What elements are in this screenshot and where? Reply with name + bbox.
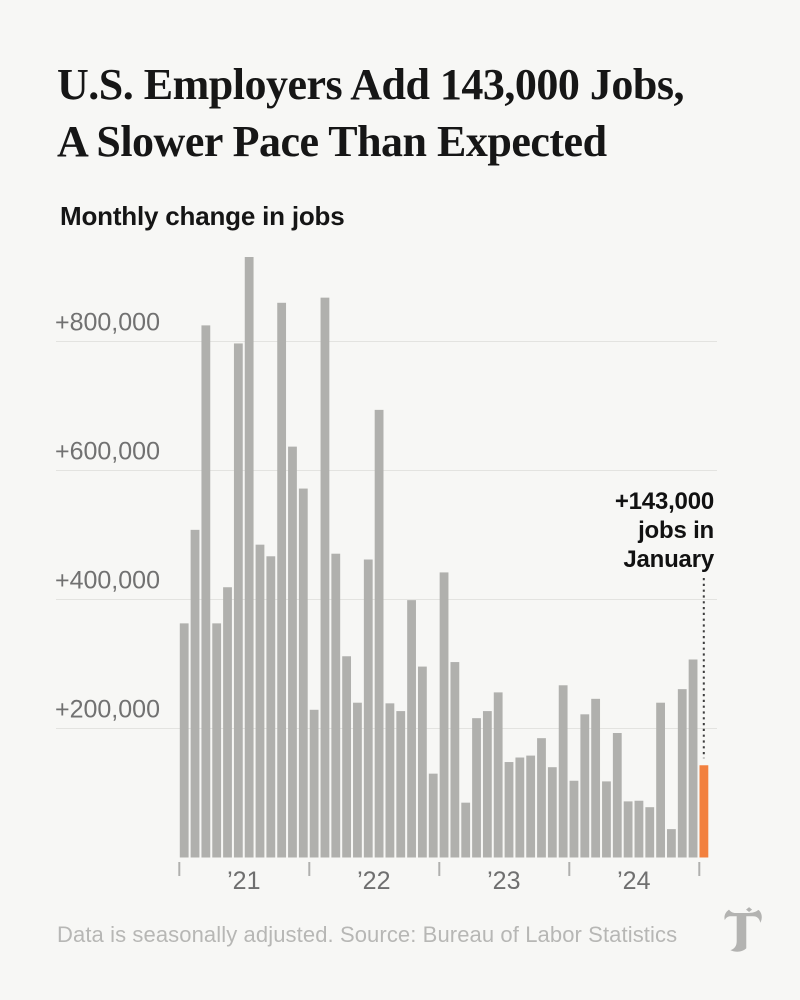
bar xyxy=(331,553,341,858)
bar xyxy=(537,738,546,858)
bar xyxy=(569,780,579,858)
bar xyxy=(482,711,492,858)
bar xyxy=(385,703,395,858)
bar xyxy=(320,297,330,858)
bar xyxy=(244,257,254,858)
bar xyxy=(417,666,427,858)
bar xyxy=(363,559,373,858)
bar xyxy=(504,762,514,858)
bar xyxy=(179,623,189,858)
headline-line-1: U.S. Employers Add 143,000 Jobs, xyxy=(57,60,685,109)
bar xyxy=(298,488,308,858)
x-axis-year-label: ’23 xyxy=(487,867,520,895)
x-axis-year-label: ’22 xyxy=(357,867,390,895)
bar xyxy=(677,689,687,858)
headline: U.S. Employers Add 143,000 Jobs, A Slowe… xyxy=(57,56,757,170)
bar xyxy=(233,343,243,858)
bar xyxy=(526,755,536,858)
x-axis-year-label: ’24 xyxy=(617,867,650,895)
bar xyxy=(374,409,384,858)
bar xyxy=(656,702,665,858)
bar xyxy=(450,662,460,858)
chart-subtitle: Monthly change in jobs xyxy=(60,201,345,231)
bar xyxy=(612,733,622,858)
x-axis-year-label: ’21 xyxy=(227,867,260,895)
source-note: Data is seasonally adjusted. Source: Bur… xyxy=(57,922,678,947)
bar xyxy=(212,623,222,858)
bar xyxy=(201,325,211,858)
bar xyxy=(547,767,557,858)
bar xyxy=(558,685,568,858)
y-axis-label: +200,000 xyxy=(55,696,160,724)
y-axis-label: +800,000 xyxy=(55,309,160,337)
bar xyxy=(223,587,232,858)
headline-line-2: A Slower Pace Than Expected xyxy=(57,117,607,166)
bar xyxy=(623,801,633,858)
bar xyxy=(667,829,676,858)
bar xyxy=(407,600,416,858)
y-axis-label: +400,000 xyxy=(55,567,160,595)
bar xyxy=(591,698,601,858)
bar xyxy=(396,711,406,858)
bar xyxy=(580,714,590,858)
bar xyxy=(645,807,655,858)
annotation-line-1: +143,000 xyxy=(614,488,714,515)
bar xyxy=(688,659,698,858)
bar xyxy=(190,529,200,858)
y-axis-label: +600,000 xyxy=(55,438,160,466)
bar xyxy=(309,709,319,858)
bar xyxy=(342,656,352,858)
bar xyxy=(266,556,276,858)
annotation-callout: +143,000 jobs in January xyxy=(494,487,714,574)
annotation-line-3: January xyxy=(623,546,714,573)
bar xyxy=(493,692,503,858)
bar xyxy=(255,544,265,858)
highlight-bar xyxy=(699,765,709,858)
annotation-line-2: jobs in xyxy=(638,517,714,544)
bar xyxy=(439,572,449,858)
bar xyxy=(353,702,362,858)
bar xyxy=(288,446,297,858)
bar xyxy=(428,773,438,858)
bar xyxy=(472,718,481,858)
bar xyxy=(634,800,644,858)
bar xyxy=(461,802,471,858)
bar xyxy=(277,302,287,858)
nyt-logo-icon xyxy=(724,907,762,952)
bar xyxy=(602,781,611,858)
bar xyxy=(515,757,525,858)
